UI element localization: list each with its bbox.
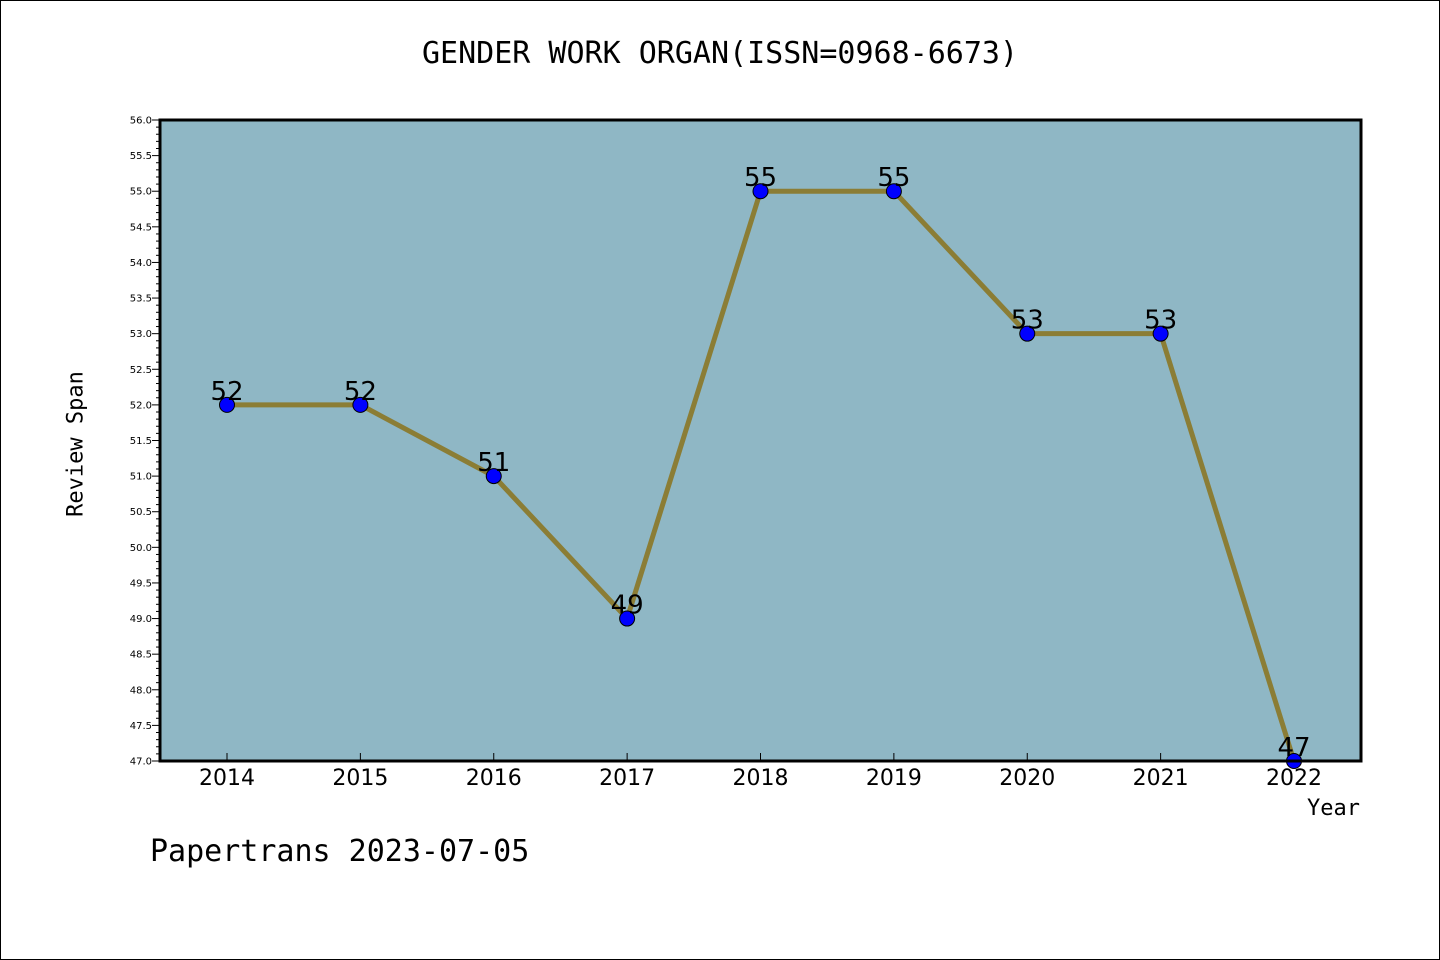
y-tick-label: 52.0 bbox=[130, 400, 152, 411]
x-tick-label: 2019 bbox=[866, 766, 922, 791]
plot-area bbox=[160, 120, 1361, 761]
data-label: 55 bbox=[877, 163, 910, 193]
chart-title: GENDER WORK ORGAN(ISSN=0968-6673) bbox=[421, 36, 1019, 71]
data-label: 51 bbox=[477, 448, 510, 478]
data-point bbox=[619, 610, 636, 627]
y-tick-label: 52.5 bbox=[130, 365, 152, 376]
data-point bbox=[1152, 325, 1169, 342]
x-tick-label: 2022 bbox=[1266, 766, 1322, 791]
x-tick-label: 2016 bbox=[466, 766, 522, 791]
data-point bbox=[1019, 325, 1036, 342]
y-tick-label: 50.0 bbox=[130, 543, 152, 554]
y-tick-label: 53.0 bbox=[130, 329, 152, 340]
data-label: 53 bbox=[1144, 306, 1177, 336]
data-label: 55 bbox=[744, 163, 777, 193]
y-tick-label: 47.0 bbox=[130, 757, 152, 768]
x-tick-label: 2017 bbox=[599, 766, 655, 791]
y-tick-label: 48.5 bbox=[130, 650, 152, 661]
y-tick-label: 47.5 bbox=[130, 721, 152, 732]
y-tick-label: 55.5 bbox=[130, 151, 152, 162]
data-point bbox=[752, 183, 769, 200]
y-tick-label: 50.5 bbox=[130, 507, 152, 518]
y-tick-label: 53.5 bbox=[130, 294, 152, 305]
y-tick-label: 51.5 bbox=[130, 436, 152, 447]
series-markers bbox=[219, 183, 1302, 769]
data-label: 52 bbox=[210, 377, 243, 407]
x-axis-ticks: 2014 2015 2016 2017 2018 2019 2020 2021 2022 bbox=[199, 753, 1322, 791]
data-label: 47 bbox=[1277, 733, 1310, 763]
y-tick-label: 54.0 bbox=[130, 258, 152, 269]
data-label: 53 bbox=[1011, 306, 1044, 336]
data-point bbox=[485, 468, 502, 485]
data-label: 49 bbox=[611, 591, 644, 621]
x-tick-label: 2021 bbox=[1133, 766, 1189, 791]
y-tick-label: 55.0 bbox=[130, 187, 152, 198]
y-axis-ticks: 47.0 47.5 48.0 48.5 49.0 49.5 50.0 50.5 51.0 51.5… bbox=[130, 116, 160, 768]
y-tick-label: 54.5 bbox=[130, 222, 152, 233]
y-tick-label: 49.5 bbox=[130, 578, 152, 589]
data-point bbox=[885, 183, 902, 200]
x-tick-label: 2018 bbox=[733, 766, 789, 791]
x-tick-label: 2020 bbox=[999, 766, 1055, 791]
x-axis-label: Year bbox=[1307, 796, 1360, 821]
y-tick-label: 48.0 bbox=[130, 685, 152, 696]
y-tick-label: 49.0 bbox=[130, 614, 152, 625]
x-tick-label: 2014 bbox=[199, 766, 255, 791]
x-tick-label: 2015 bbox=[332, 766, 388, 791]
data-label: 52 bbox=[344, 377, 377, 407]
data-labels: 52 52 51 49 55 55 53 53 47 bbox=[210, 163, 1310, 763]
data-point bbox=[352, 396, 369, 413]
y-tick-label: 51.0 bbox=[130, 472, 152, 483]
footer-watermark: Papertrans 2023-07-05 bbox=[150, 834, 530, 869]
data-point bbox=[219, 396, 235, 413]
y-tick-label: 56.0 bbox=[130, 116, 152, 127]
plot-border bbox=[158, 118, 1363, 763]
